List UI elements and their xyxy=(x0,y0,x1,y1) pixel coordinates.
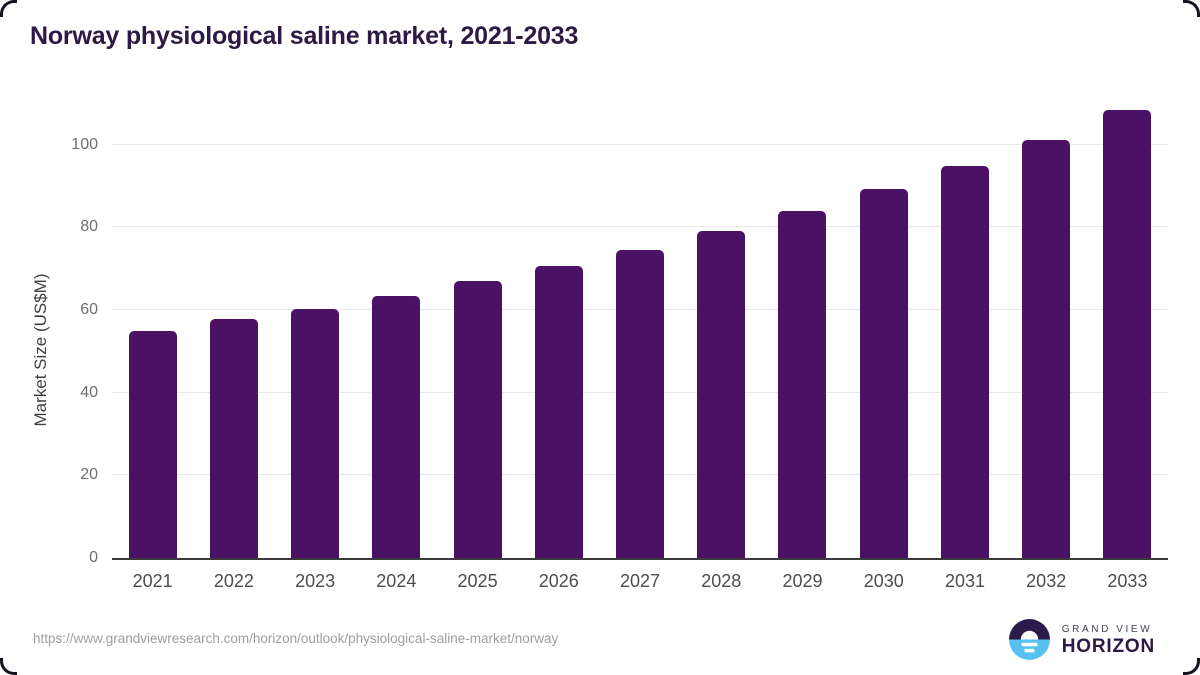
bar-slot-2033: 2033 xyxy=(1087,100,1168,591)
bar-2027 xyxy=(616,250,665,558)
bar-slot-2032: 2032 xyxy=(1006,100,1087,591)
y-tick-label: 60 xyxy=(80,301,98,318)
bar-2032 xyxy=(1022,139,1071,558)
x-tick-label: 2029 xyxy=(782,571,823,591)
grand-view-horizon-logo-icon xyxy=(1008,619,1050,660)
bar-2033 xyxy=(1103,109,1152,558)
y-tick-label: 80 xyxy=(80,218,98,236)
bar-2021 xyxy=(128,331,177,558)
rounded-corner xyxy=(0,658,17,675)
bar-slot-2024: 2024 xyxy=(356,100,437,591)
x-axis-line xyxy=(112,558,1168,560)
bar-2029 xyxy=(778,210,827,558)
bar-slot-2028: 2028 xyxy=(681,100,762,591)
bar-slot-2026: 2026 xyxy=(518,100,599,591)
brand-footer: GRAND VIEW HORIZON xyxy=(1007,617,1155,662)
y-tick-label: 20 xyxy=(80,466,98,484)
brand-name-bottom: HORIZON xyxy=(1061,635,1155,657)
x-tick-label: 2021 xyxy=(132,571,173,591)
bar-2022 xyxy=(209,318,258,558)
bar-slot-2029: 2029 xyxy=(762,100,843,591)
x-tick-label: 2031 xyxy=(944,571,985,591)
bar-2030 xyxy=(859,188,908,558)
bar-slot-2027: 2027 xyxy=(599,100,680,591)
rounded-corner xyxy=(1183,0,1200,17)
bar-2023 xyxy=(291,308,340,558)
source-url: https://www.grandviewresearch.com/horizo… xyxy=(33,631,559,646)
bar-slot-2022: 2022 xyxy=(193,100,274,591)
x-tick-label: 2028 xyxy=(701,571,742,591)
chart-title: Norway physiological saline market, 2021… xyxy=(30,22,579,50)
bar-2025 xyxy=(453,281,502,558)
y-axis-title: Market Size (US$M) xyxy=(31,273,50,427)
rounded-corner xyxy=(1183,658,1200,675)
gridline xyxy=(112,143,1168,145)
x-tick-label: 2024 xyxy=(376,571,417,591)
x-tick-label: 2022 xyxy=(213,571,254,591)
x-tick-label: 2033 xyxy=(1107,571,1148,591)
x-tick-label: 2025 xyxy=(457,571,498,591)
bar-slot-2030: 2030 xyxy=(843,100,924,591)
bar-2028 xyxy=(697,231,746,558)
brand-text: GRAND VIEW HORIZON xyxy=(1062,623,1155,657)
brand-name-top: GRAND VIEW xyxy=(1061,623,1153,635)
x-tick-label: 2026 xyxy=(538,571,579,591)
x-tick-label: 2030 xyxy=(863,571,904,591)
x-tick-label: 2032 xyxy=(1026,571,1067,591)
bar-2031 xyxy=(940,166,989,558)
x-tick-label: 2027 xyxy=(620,571,661,591)
y-tick-label: 100 xyxy=(71,135,98,153)
bar-slot-2031: 2031 xyxy=(924,100,1005,591)
y-tick-label: 0 xyxy=(89,549,98,566)
plot-area: 0 20 40 60 80 100 2021 2022 2023 2024 2025 2026 2027… xyxy=(71,100,1168,591)
bar-2026 xyxy=(534,265,583,558)
bar-slot-2021: 2021 xyxy=(112,100,193,591)
x-tick-label: 2023 xyxy=(295,571,336,591)
bar-slot-2023: 2023 xyxy=(274,100,355,591)
y-tick-label: 40 xyxy=(80,383,98,401)
bar-series: 2021 2022 2023 2024 2025 2026 2027 2028 2029 2030… xyxy=(112,100,1168,591)
bar-slot-2025: 2025 xyxy=(437,100,518,591)
gridline xyxy=(112,226,1168,228)
rounded-corner xyxy=(0,0,17,17)
bar-2024 xyxy=(372,295,421,558)
sun-icon xyxy=(1020,630,1038,640)
